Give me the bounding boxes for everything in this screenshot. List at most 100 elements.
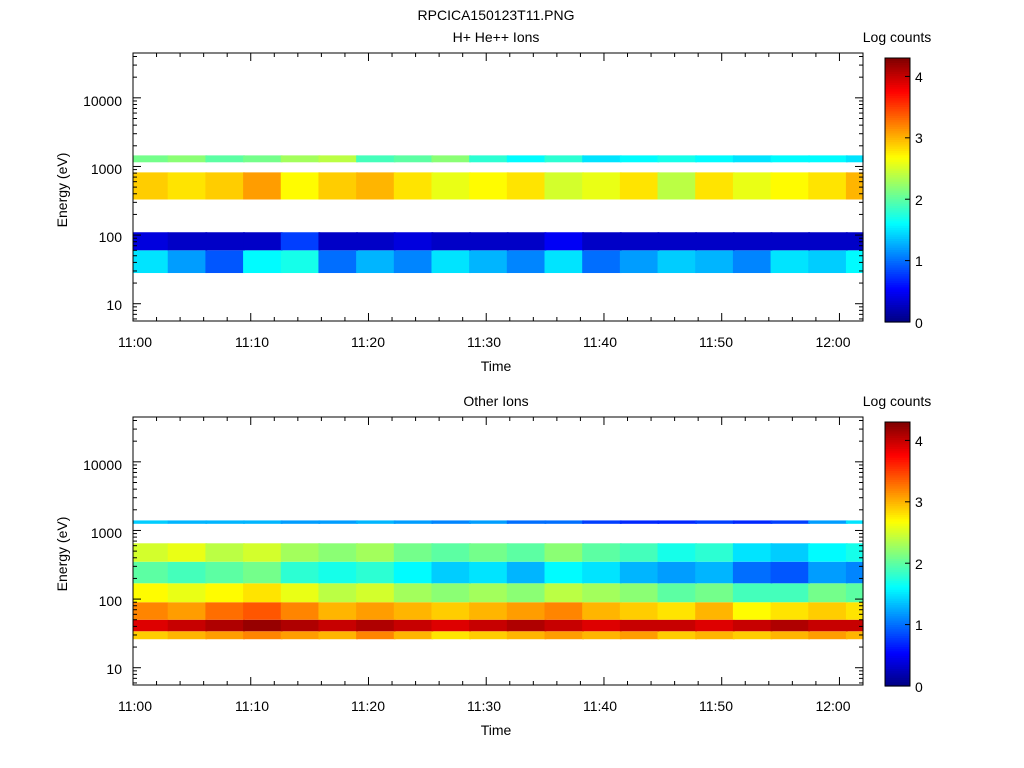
heatmap-cell bbox=[695, 561, 735, 584]
colorbar-segment bbox=[885, 664, 910, 667]
colorbar-segment bbox=[885, 457, 910, 460]
heatmap-cell bbox=[243, 583, 283, 603]
x-axis-label: Time bbox=[481, 358, 512, 374]
heatmap-cell bbox=[619, 583, 660, 603]
heatmap-cell bbox=[280, 155, 321, 163]
colorbar-segment bbox=[885, 253, 910, 257]
colorbar-segment bbox=[885, 472, 910, 476]
colorbar-segment bbox=[885, 578, 910, 581]
colorbar-segment bbox=[885, 670, 910, 674]
colorbar-segment bbox=[885, 598, 910, 601]
heatmap-cell bbox=[808, 520, 848, 524]
heatmap-cell bbox=[393, 520, 434, 524]
colorbar-segment bbox=[885, 203, 910, 206]
colorbar-segment bbox=[885, 262, 910, 266]
heatmap-cell bbox=[469, 250, 509, 274]
colorbar-segment bbox=[885, 280, 910, 283]
heatmap-cell bbox=[506, 232, 547, 251]
heatmap-cell bbox=[695, 631, 735, 640]
colorbar-segment bbox=[885, 231, 910, 235]
heatmap-cell bbox=[167, 232, 208, 251]
heatmap-cell bbox=[205, 631, 245, 640]
colorbar-segment bbox=[885, 192, 910, 195]
heatmap-cell bbox=[657, 250, 697, 274]
heatmap-cell bbox=[431, 619, 471, 632]
heatmap-cell bbox=[167, 619, 208, 632]
heatmap-cell bbox=[318, 561, 358, 584]
heatmap-cell bbox=[431, 155, 471, 163]
colorbar-segment bbox=[885, 543, 910, 546]
heatmap-cell bbox=[770, 543, 811, 562]
colorbar-segment bbox=[885, 672, 910, 676]
heatmap-cell bbox=[695, 619, 735, 632]
heatmap-cell bbox=[732, 232, 773, 251]
heatmap-cell bbox=[167, 172, 208, 200]
colorbar-segment bbox=[885, 291, 910, 294]
heatmap-cell bbox=[318, 583, 358, 603]
heatmap-cell bbox=[808, 155, 848, 163]
heatmap-cell bbox=[732, 155, 773, 163]
heatmap-cell bbox=[205, 520, 245, 524]
y-tick-label-100: 100 bbox=[99, 229, 123, 245]
colorbar-segment bbox=[885, 510, 910, 513]
colorbar-segment bbox=[885, 523, 910, 526]
colorbar-segment bbox=[885, 165, 910, 169]
colorbar-segment bbox=[885, 622, 910, 625]
heatmap-cell bbox=[393, 583, 434, 603]
heatmap-cell bbox=[657, 561, 697, 584]
heatmap-cell bbox=[205, 602, 245, 620]
colorbar-segment bbox=[885, 71, 910, 74]
colorbar-segment bbox=[885, 168, 910, 171]
heatmap-cell bbox=[732, 631, 773, 640]
colorbar-segment bbox=[885, 488, 910, 491]
heatmap-cell bbox=[133, 561, 169, 584]
colorbar-segment bbox=[885, 102, 910, 105]
heatmap-cell bbox=[619, 631, 660, 640]
heatmap-cell bbox=[318, 232, 358, 251]
heatmap-cell bbox=[205, 155, 245, 163]
heatmap-cell bbox=[506, 155, 547, 163]
colorbar-segment bbox=[885, 562, 910, 566]
heatmap-cell bbox=[243, 619, 283, 632]
x-tick-labels: 11:00 11:10 11:20 11:30 11:40 11:50 12:0… bbox=[118, 698, 851, 714]
heatmap-cell bbox=[544, 520, 584, 524]
heatmap-cell bbox=[318, 602, 358, 620]
heatmap-cell bbox=[243, 250, 283, 274]
colorbar-segment bbox=[885, 532, 910, 535]
colorbar-segment bbox=[885, 264, 910, 268]
heatmap-cell bbox=[544, 232, 584, 251]
heatmap-cell bbox=[205, 583, 245, 603]
colorbar-segment bbox=[885, 128, 910, 132]
colorbar-segment bbox=[885, 606, 910, 610]
heatmap-cell bbox=[243, 543, 283, 562]
x-tick-label-1110: 11:10 bbox=[235, 698, 269, 714]
x-tick-label-1200: 12:00 bbox=[815, 334, 850, 350]
heatmap-cell bbox=[582, 172, 622, 200]
colorbar-segment bbox=[885, 223, 910, 226]
colorbar-segment bbox=[885, 459, 910, 463]
heatmap-cell bbox=[808, 602, 848, 620]
heatmap-cell bbox=[808, 619, 848, 632]
colorbar-segment bbox=[885, 657, 910, 661]
colorbar-segment bbox=[885, 650, 910, 654]
heatmap-cell bbox=[318, 172, 358, 200]
colorbar-segment bbox=[885, 435, 910, 438]
heatmap-cell bbox=[770, 561, 811, 584]
colorbar-segment bbox=[885, 554, 910, 557]
colorbar-segment bbox=[885, 207, 910, 211]
heatmap-cell bbox=[205, 250, 245, 274]
heatmap-cell bbox=[469, 172, 509, 200]
heatmap-cell bbox=[280, 172, 321, 200]
colorbar-segment bbox=[885, 132, 910, 136]
colorbar-segment bbox=[885, 538, 910, 542]
heatmap-cell bbox=[544, 631, 584, 640]
colorbar-segment bbox=[885, 481, 910, 485]
heatmap-cell bbox=[770, 583, 811, 603]
colorbar-segment bbox=[885, 181, 910, 184]
colorbar-segment bbox=[885, 551, 910, 555]
heatmap-cell bbox=[845, 520, 864, 524]
colorbar-segment bbox=[885, 437, 910, 441]
heatmap-cell bbox=[770, 172, 811, 200]
colorbar-segment bbox=[885, 600, 910, 603]
